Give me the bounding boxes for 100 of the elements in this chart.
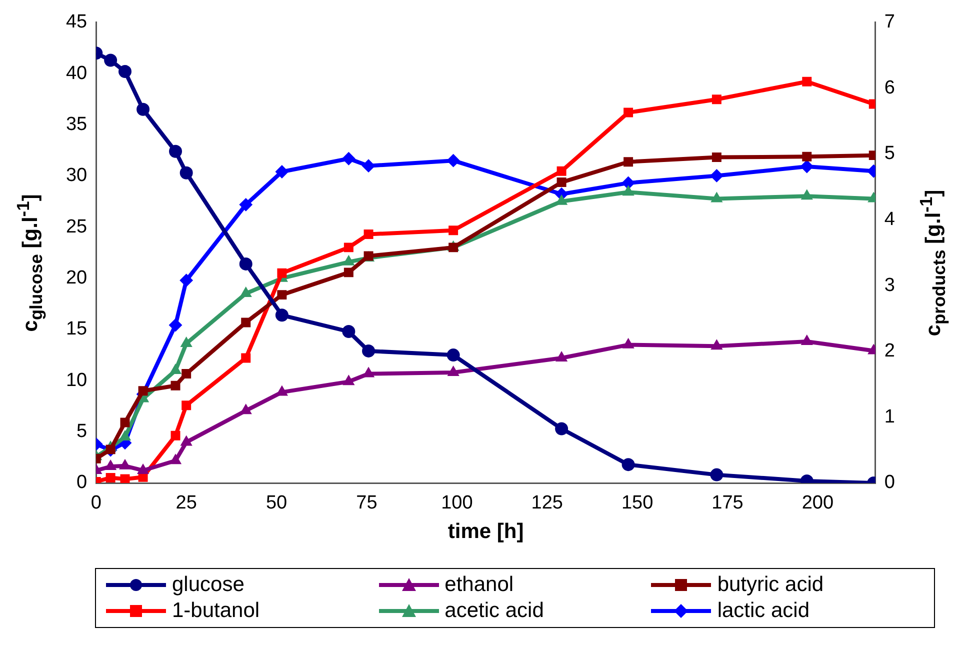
point — [342, 375, 354, 386]
legend-label: butyric acid — [717, 573, 824, 597]
y-tick-label: 45 — [66, 12, 88, 33]
point — [170, 364, 182, 374]
point — [710, 169, 724, 182]
y2-tick-label: 1 — [884, 406, 896, 428]
point — [801, 190, 813, 200]
point — [104, 54, 118, 67]
legend-label: acetic acid — [444, 599, 544, 623]
point — [106, 472, 116, 482]
point — [446, 348, 460, 362]
point — [342, 325, 356, 338]
legend-label: 1-butanol — [172, 599, 260, 623]
y2-tick-label: 2 — [884, 340, 896, 362]
point — [624, 157, 634, 167]
point — [169, 318, 182, 332]
point — [556, 351, 568, 362]
legend-label: lactic acid — [717, 599, 810, 623]
y-tick-label: 0 — [76, 472, 88, 494]
point — [446, 154, 460, 168]
point — [169, 144, 182, 158]
y2-tick-label: 3 — [884, 274, 896, 296]
x-tick-label: 125 — [531, 492, 563, 514]
point — [448, 242, 458, 252]
y2-tick-label: 6 — [884, 77, 896, 98]
point — [624, 108, 634, 118]
point — [170, 430, 180, 440]
point — [801, 335, 813, 346]
point — [712, 152, 722, 162]
point — [622, 176, 635, 190]
y-tick-label: 20 — [66, 268, 88, 289]
point — [137, 464, 149, 474]
x-tick-label: 75 — [356, 492, 378, 514]
point — [800, 160, 814, 173]
point — [276, 386, 288, 396]
y-tick-label: 15 — [66, 318, 88, 340]
point — [241, 318, 251, 328]
y-tick-label: 35 — [66, 114, 88, 135]
point — [239, 257, 252, 270]
x-tick-label: 200 — [802, 492, 834, 514]
y-tick-label: 40 — [66, 62, 88, 84]
point — [119, 430, 131, 440]
point — [622, 458, 635, 472]
point — [180, 166, 193, 180]
point — [275, 165, 288, 178]
point — [180, 436, 192, 446]
point — [138, 386, 148, 396]
legend-label: glucose — [172, 573, 244, 597]
point — [622, 186, 634, 196]
point — [344, 268, 354, 278]
x-tick-label: 50 — [266, 492, 288, 514]
y-tick-label: 25 — [66, 216, 88, 238]
y2-tick-label: 0 — [884, 472, 896, 494]
point — [362, 159, 376, 172]
point — [180, 337, 192, 348]
point — [710, 192, 722, 202]
point — [104, 460, 116, 470]
legend-label: ethanol — [444, 573, 514, 597]
point — [342, 152, 356, 166]
point — [106, 444, 116, 454]
point — [182, 400, 192, 410]
point — [710, 340, 722, 350]
point — [170, 454, 182, 464]
x-tick-label: 175 — [712, 492, 744, 514]
point — [342, 255, 354, 266]
point — [448, 226, 458, 236]
x-tick-label: 0 — [90, 492, 102, 514]
point — [136, 102, 150, 116]
point — [622, 338, 634, 348]
point — [556, 166, 566, 176]
y2-tick-label: 5 — [884, 143, 896, 164]
y-tick-label: 30 — [66, 165, 88, 186]
point — [362, 344, 376, 358]
x-axis-title: time [h] — [448, 520, 524, 544]
y-tick-label: 10 — [66, 370, 88, 391]
point — [119, 459, 131, 470]
y2-tick-label: 7 — [884, 12, 896, 33]
point — [556, 178, 566, 188]
point — [182, 369, 192, 379]
x-tick-label: 100 — [441, 492, 473, 514]
point — [241, 353, 251, 363]
y-tick-label: 5 — [76, 421, 88, 442]
point — [802, 152, 812, 162]
point — [344, 242, 354, 252]
point — [448, 366, 460, 376]
y2-tick-label: 4 — [884, 209, 896, 230]
point — [240, 286, 252, 297]
point — [710, 468, 724, 482]
point — [120, 418, 130, 428]
point — [170, 380, 180, 390]
x-tick-label: 25 — [176, 492, 197, 514]
point — [240, 404, 252, 414]
point — [120, 474, 130, 483]
point — [277, 290, 287, 300]
point — [712, 94, 722, 104]
point — [239, 198, 252, 212]
point — [555, 422, 568, 436]
point — [180, 274, 193, 287]
point — [802, 76, 812, 86]
point — [277, 268, 287, 278]
